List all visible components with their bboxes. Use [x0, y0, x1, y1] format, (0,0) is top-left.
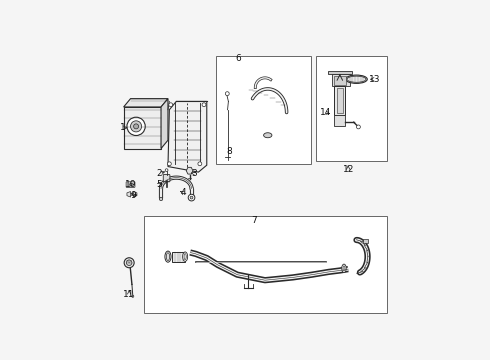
Circle shape: [132, 295, 134, 297]
Text: 3: 3: [192, 169, 197, 178]
Bar: [334, 86, 345, 115]
Ellipse shape: [183, 252, 188, 261]
Circle shape: [124, 258, 134, 268]
Ellipse shape: [345, 75, 368, 84]
Polygon shape: [123, 99, 168, 107]
Polygon shape: [168, 102, 207, 172]
Text: 10: 10: [125, 180, 136, 189]
Polygon shape: [123, 107, 161, 149]
Text: 14: 14: [320, 108, 331, 117]
Circle shape: [198, 162, 202, 166]
Ellipse shape: [343, 266, 345, 271]
Polygon shape: [127, 192, 137, 197]
Bar: [332, 74, 349, 86]
Circle shape: [168, 162, 172, 166]
Text: 2: 2: [157, 169, 163, 178]
Circle shape: [134, 124, 139, 129]
Bar: [363, 239, 368, 243]
Text: 7: 7: [251, 216, 257, 225]
Bar: [145, 216, 387, 314]
FancyBboxPatch shape: [163, 175, 170, 182]
Circle shape: [130, 121, 142, 132]
Ellipse shape: [347, 76, 366, 82]
Circle shape: [225, 92, 229, 96]
Bar: [316, 56, 387, 161]
Ellipse shape: [166, 253, 170, 261]
Circle shape: [169, 103, 172, 107]
Text: 8: 8: [226, 147, 232, 156]
Circle shape: [127, 117, 145, 135]
Circle shape: [129, 184, 132, 186]
Bar: [334, 76, 346, 85]
Ellipse shape: [184, 253, 186, 260]
Ellipse shape: [342, 264, 346, 273]
Circle shape: [190, 196, 193, 199]
Circle shape: [131, 193, 133, 195]
Text: 4: 4: [180, 188, 186, 197]
Text: 12: 12: [343, 165, 354, 174]
Circle shape: [159, 197, 163, 201]
Polygon shape: [161, 99, 168, 149]
Text: 6: 6: [236, 54, 242, 63]
Circle shape: [356, 125, 360, 129]
Circle shape: [126, 260, 132, 266]
Ellipse shape: [165, 251, 171, 262]
Circle shape: [165, 169, 168, 172]
Ellipse shape: [264, 133, 272, 138]
Text: 13: 13: [369, 75, 380, 84]
Text: 11: 11: [123, 289, 135, 298]
Text: 1: 1: [120, 123, 126, 132]
Bar: [172, 252, 185, 262]
Bar: [337, 88, 343, 113]
Polygon shape: [186, 167, 193, 174]
Bar: [334, 115, 345, 126]
Text: 9: 9: [130, 191, 136, 200]
Text: 5: 5: [156, 180, 162, 189]
Circle shape: [202, 103, 206, 107]
FancyBboxPatch shape: [126, 182, 135, 187]
Bar: [328, 71, 352, 74]
Circle shape: [188, 194, 195, 201]
Bar: [217, 56, 311, 164]
